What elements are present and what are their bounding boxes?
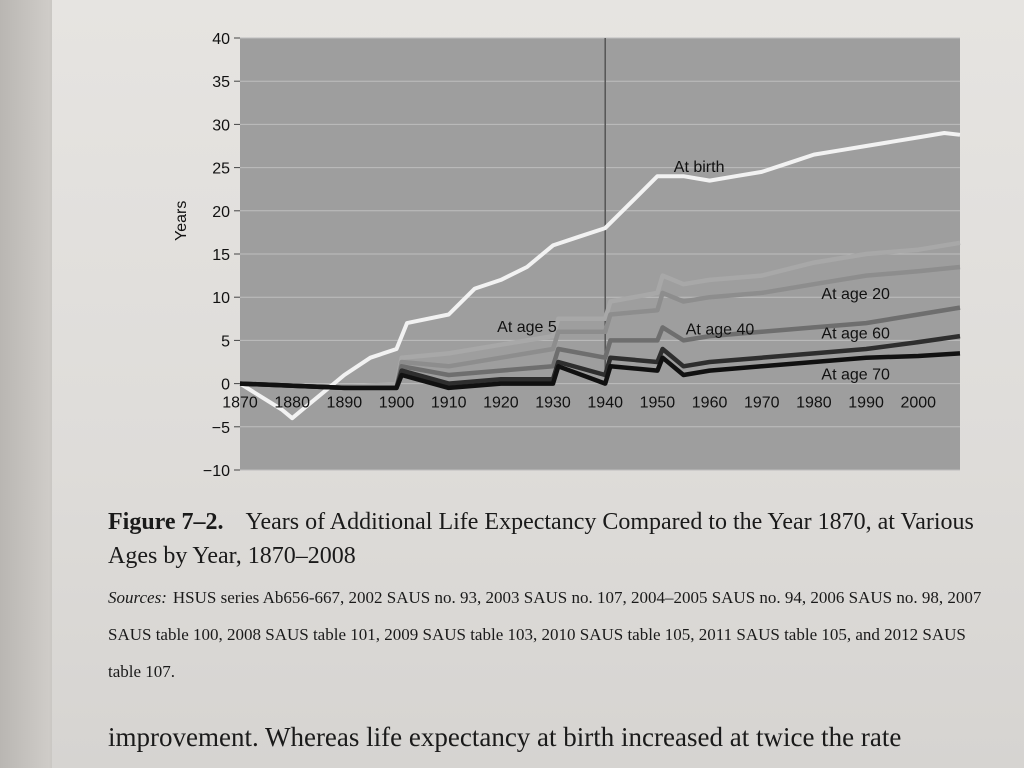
x-tick-label: 1920 [483, 395, 519, 412]
x-tick-label: 1940 [587, 395, 623, 412]
series-line [239, 264, 961, 391]
series-label: At age 20 [821, 286, 890, 303]
x-tick-label: 1910 [431, 395, 467, 412]
y-tick-label: 15 [212, 247, 230, 264]
y-tick-label: 30 [212, 117, 230, 134]
x-tick-label: 1960 [692, 395, 728, 412]
series-label: At age 70 [821, 366, 890, 383]
body-text-line: improvement. Whereas life expectancy at … [108, 722, 902, 752]
y-tick-label: 35 [212, 74, 230, 91]
y-tick-label: 5 [221, 333, 230, 350]
x-tick-label: 1900 [379, 395, 415, 412]
y-tick-label: 40 [212, 31, 230, 48]
figure-title-text: Years of Additional Life Expectancy Comp… [108, 509, 974, 569]
sources-label: Sources: [108, 588, 167, 607]
series-line [239, 240, 961, 391]
x-tick-label: 1930 [535, 395, 571, 412]
y-tick-label: 20 [212, 204, 230, 221]
y-tick-label: −10 [203, 463, 230, 480]
x-tick-label: 1970 [744, 395, 780, 412]
chart-svg: 40 35 30 25 20 15 10 5 0 −5 −10 1870 1880 1890 1900 19… [173, 31, 961, 480]
y-tick-label: 25 [212, 161, 230, 178]
y-tick-label: 0 [221, 377, 230, 394]
x-tick-label: 1950 [640, 395, 676, 412]
series-label: At age 5 [497, 319, 557, 336]
figure-title: Figure 7–2. Years of Additional Life Expe… [108, 505, 988, 573]
series-label: At birth [674, 159, 725, 176]
series-line [239, 305, 961, 391]
y-tick-labels: 40 35 30 25 20 15 10 5 0 −5 −10 [203, 31, 230, 480]
x-tick-labels: 1870 1880 1890 1900 1910 1920 1930 1940 1950 1960… [222, 395, 936, 412]
series-line [239, 333, 961, 391]
x-tick-label: 2000 [900, 395, 936, 412]
y-tick-label: −5 [212, 420, 230, 437]
series-label: At age 60 [821, 326, 890, 343]
gridlines [234, 37, 960, 471]
sources-text: HSUS series Ab656-667, 2002 SAUS no. 93,… [108, 588, 982, 681]
series-annotations: At birth At age 5 At age 20 At age 40 At age… [497, 159, 890, 383]
x-tick-label: 1990 [848, 395, 884, 412]
y-axis-label: Years [173, 201, 190, 241]
x-tick-label: 1870 [222, 395, 258, 412]
y-tick-label: 10 [212, 290, 230, 307]
x-tick-label: 1880 [274, 395, 310, 412]
figure-number: Figure 7–2. [108, 509, 224, 535]
x-tick-label: 1890 [327, 395, 363, 412]
series-label: At age 40 [686, 321, 755, 338]
series-group [238, 131, 961, 421]
figure-sources: Sources: HSUS series Ab656-667, 2002 SAUS… [108, 579, 988, 690]
series-line [238, 131, 961, 421]
figure-caption: Figure 7–2. Years of Additional Life Expe… [108, 505, 988, 690]
life-expectancy-chart: 40 35 30 25 20 15 10 5 0 −5 −10 1870 1880 1890 1900 19… [160, 20, 970, 500]
x-tick-label: 1980 [796, 395, 832, 412]
series-line [239, 351, 961, 391]
